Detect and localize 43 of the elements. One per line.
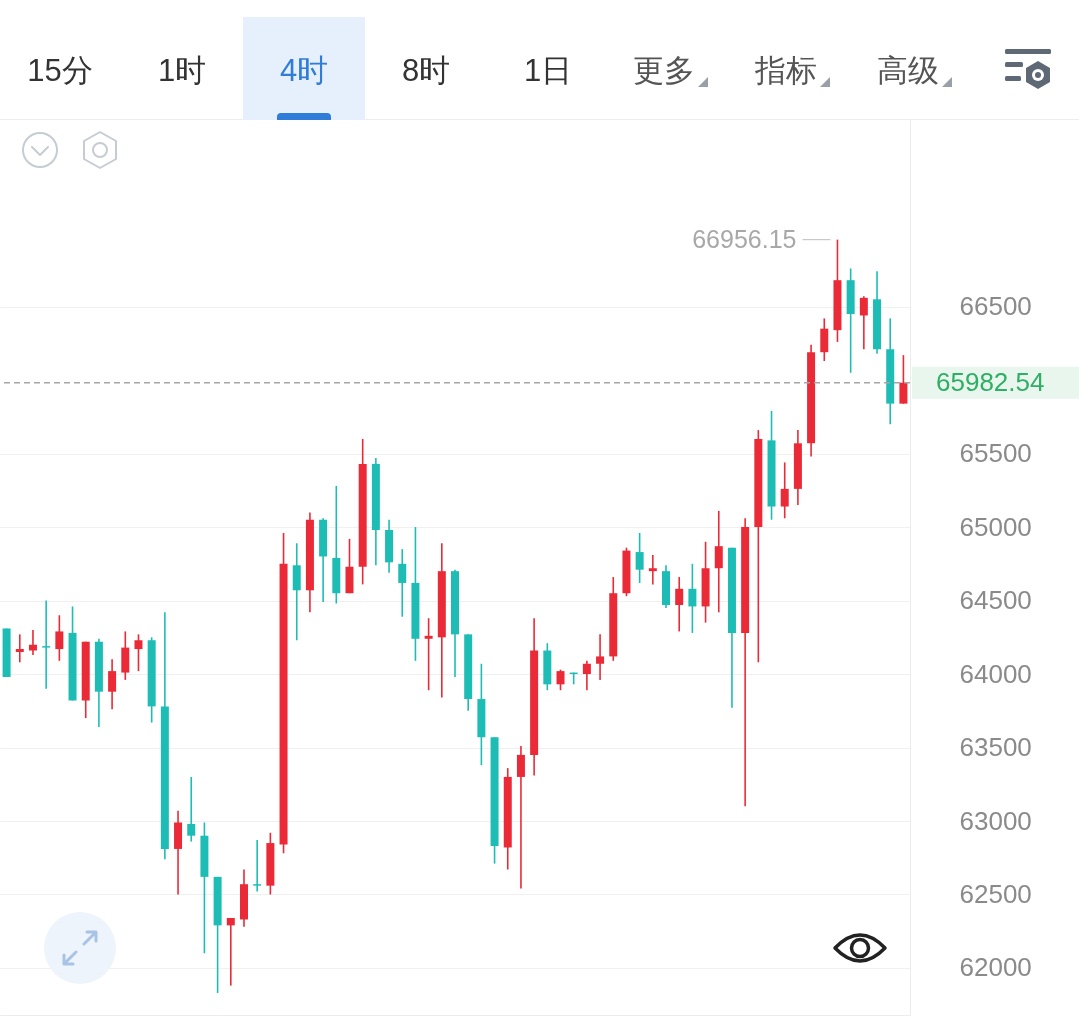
y-tick-label: 62000 (959, 952, 1032, 983)
text: 8时 (401, 51, 451, 90)
candlestick (42, 599, 51, 690)
y-tick-label: 64500 (959, 585, 1032, 616)
candlestick (675, 576, 684, 633)
y-tick-label: 65500 (959, 438, 1032, 469)
candlestick (424, 617, 433, 692)
candlestick (899, 354, 908, 405)
candlestick (55, 614, 64, 662)
candlestick (28, 629, 37, 656)
candlestick (714, 510, 723, 614)
candlestick (516, 745, 525, 890)
y-tick-label: 63500 (959, 732, 1032, 763)
y-tick-label: 63000 (959, 805, 1032, 836)
candlestick (134, 633, 143, 672)
candlestick (187, 776, 196, 843)
candlestick (582, 660, 591, 692)
text: 1日 (523, 51, 573, 90)
annotation: 66956.15 (692, 224, 797, 253)
candlestick (780, 461, 789, 520)
candlestick (108, 658, 117, 711)
candlestick (253, 839, 262, 893)
y-tick-label: 62500 (959, 878, 1032, 909)
candlestick (556, 668, 565, 692)
candlestick (596, 633, 605, 681)
text: 指标 (754, 51, 817, 90)
candlestick (688, 563, 697, 634)
candlestick (635, 532, 644, 584)
candlestick (820, 317, 829, 362)
y-tick-label: 66500 (959, 291, 1032, 322)
ref-line-label: 65982.54 (936, 366, 1045, 397)
candlestick (226, 917, 235, 987)
text: 更多 (632, 51, 695, 90)
text: 4时 (279, 51, 329, 90)
candlestick (648, 554, 657, 586)
candlestick (398, 548, 407, 618)
text: 1时 (157, 51, 207, 90)
candlestick (859, 295, 868, 351)
y-tick-label: 64000 (959, 658, 1032, 689)
y-tick-label: 65000 (959, 511, 1032, 542)
text: 15分 (27, 51, 93, 90)
text: 高级 (876, 51, 939, 90)
candlestick (15, 633, 24, 664)
